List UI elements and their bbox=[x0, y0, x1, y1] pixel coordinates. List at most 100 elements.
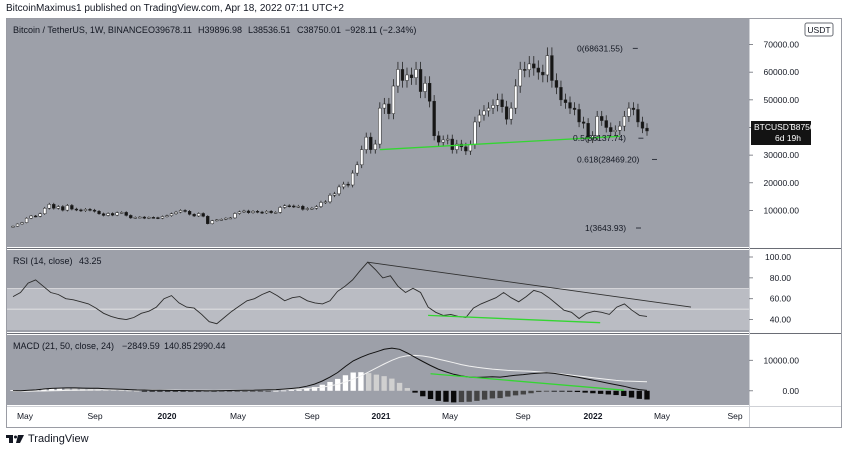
candle bbox=[568, 102, 572, 109]
candle bbox=[292, 205, 296, 208]
candle bbox=[491, 105, 495, 109]
candle bbox=[156, 217, 160, 219]
candle bbox=[486, 107, 491, 112]
candle bbox=[446, 138, 450, 141]
candle bbox=[305, 208, 310, 210]
candle bbox=[106, 213, 110, 216]
candle bbox=[47, 204, 51, 209]
macd-histogram-bar bbox=[56, 388, 63, 391]
macd-axis: 0.00 10000.00 bbox=[749, 355, 799, 396]
macd-histogram-bar bbox=[219, 390, 225, 392]
candle bbox=[115, 212, 119, 216]
candle bbox=[274, 212, 278, 214]
currency-badge[interactable] bbox=[804, 22, 834, 37]
macd-histogram-bar bbox=[149, 390, 155, 392]
macd-histogram-bar bbox=[396, 382, 403, 391]
candle bbox=[65, 205, 69, 211]
tradingview-logo-icon bbox=[6, 435, 24, 443]
macd-histogram-bar bbox=[621, 390, 627, 396]
candle bbox=[310, 207, 314, 210]
macd-histogram-bar bbox=[48, 388, 55, 391]
candle bbox=[101, 213, 106, 216]
candle bbox=[332, 193, 337, 196]
macd-histogram-bar bbox=[528, 390, 534, 394]
candle bbox=[337, 186, 341, 195]
macd-signal-line bbox=[12, 354, 648, 392]
fibonacci-levels: 0(68631.55) 0.5(36137.74) 0.618(28469.20) 1… bbox=[573, 43, 657, 233]
candle bbox=[79, 209, 83, 212]
macd-divergence-line bbox=[430, 373, 624, 391]
ohlc-close: C38750.01 bbox=[297, 25, 341, 35]
time-tick-label: May bbox=[230, 411, 247, 421]
candle bbox=[38, 213, 42, 217]
candle bbox=[301, 206, 305, 210]
candle bbox=[278, 207, 282, 213]
candle bbox=[110, 213, 115, 216]
candle bbox=[33, 215, 38, 218]
time-tick-label: Sep bbox=[727, 411, 742, 421]
candle bbox=[314, 206, 319, 209]
candle bbox=[169, 213, 174, 216]
time-tick-label: May bbox=[17, 411, 34, 421]
macd-title: MACD (21, 50, close, 24) bbox=[13, 341, 114, 351]
last-price-value: 38750.01 bbox=[791, 122, 827, 132]
macd-value-2: 140.85 bbox=[164, 341, 192, 351]
candle bbox=[518, 69, 522, 87]
candle bbox=[545, 55, 550, 76]
macd-histogram-bar bbox=[110, 389, 117, 391]
candle bbox=[613, 129, 617, 132]
candle bbox=[129, 215, 133, 219]
time-tick-label: Sep bbox=[87, 411, 102, 421]
candle bbox=[418, 69, 423, 92]
last-price-symbol: BTCUSDT bbox=[754, 122, 794, 132]
macd-histogram-bar bbox=[466, 390, 472, 402]
time-tick-label: 2020 bbox=[158, 411, 177, 421]
candle bbox=[296, 206, 300, 208]
macd-histogram-bar bbox=[420, 390, 426, 397]
candle bbox=[437, 135, 441, 143]
macd-histogram-bar bbox=[319, 384, 325, 391]
macd-histogram-bar bbox=[489, 390, 496, 399]
rsi-trendline bbox=[367, 261, 692, 308]
price-panel-bg bbox=[7, 19, 749, 247]
macd-histogram-bar bbox=[273, 390, 279, 392]
candle bbox=[246, 210, 251, 213]
macd-tick-label: 0.00 bbox=[782, 386, 799, 396]
chart-area[interactable]: 10000.0020000.0030000.0040000.0050000.00… bbox=[6, 18, 842, 428]
candle bbox=[70, 205, 74, 210]
candle bbox=[572, 107, 577, 110]
rsi-layer bbox=[7, 261, 749, 330]
candle bbox=[319, 202, 323, 207]
candle bbox=[97, 211, 101, 215]
macd-histogram-bar bbox=[451, 390, 457, 403]
publish-caption: BitcoinMaximus1 published on TradingView… bbox=[6, 3, 344, 14]
macd-histogram-bar bbox=[543, 390, 550, 392]
fib-label: 0.618(28469.20) bbox=[577, 154, 640, 164]
macd-tick-label: 10000.00 bbox=[764, 355, 800, 365]
macd-histogram-bar bbox=[505, 390, 511, 397]
candle bbox=[174, 211, 178, 215]
candle bbox=[147, 217, 151, 219]
candle bbox=[455, 143, 459, 150]
rsi-line bbox=[12, 261, 648, 325]
price-tick-label: 30000.00 bbox=[764, 150, 800, 160]
time-tick-label: May bbox=[654, 411, 671, 421]
ohlc-change: −928.11 (−2.34%) bbox=[345, 25, 416, 35]
candle bbox=[427, 82, 432, 102]
candle bbox=[464, 146, 468, 152]
candle bbox=[391, 85, 396, 114]
candle bbox=[559, 87, 563, 101]
macd-histogram-bar bbox=[250, 390, 256, 392]
candle bbox=[387, 103, 391, 114]
macd-histogram-bar bbox=[195, 390, 202, 392]
time-tick-label: May bbox=[442, 411, 459, 421]
chart-svg[interactable]: 10000.0020000.0030000.0040000.0050000.00… bbox=[7, 19, 841, 427]
rsi-axis: 40.00 60.00 80.00 100.00 bbox=[749, 252, 791, 325]
macd-histogram-bar bbox=[574, 390, 581, 393]
candle bbox=[346, 183, 350, 186]
candle bbox=[74, 208, 79, 211]
macd-histogram-bar bbox=[358, 372, 364, 391]
macd-histogram-bar bbox=[458, 390, 465, 403]
ohlc-low: L38536.51 bbox=[248, 25, 291, 35]
